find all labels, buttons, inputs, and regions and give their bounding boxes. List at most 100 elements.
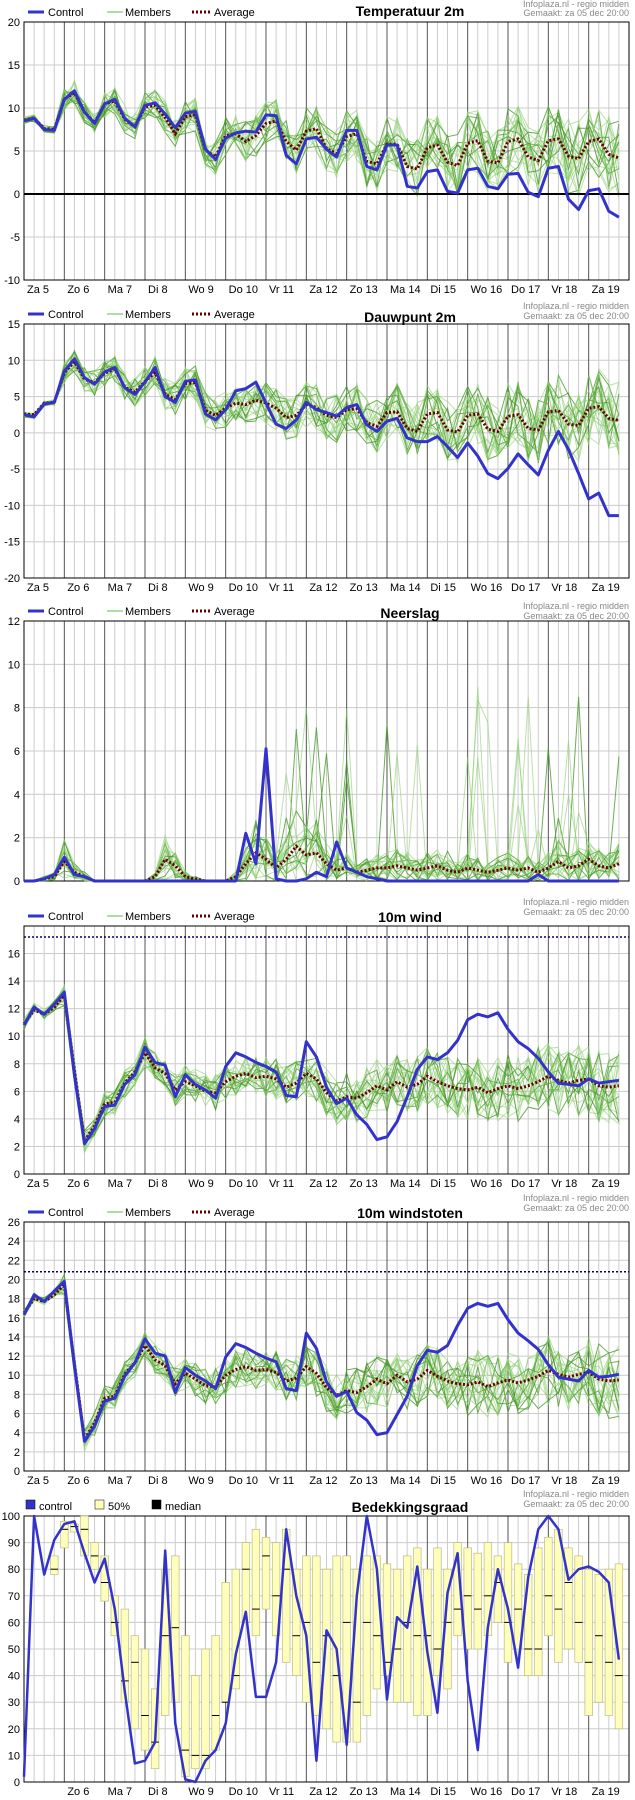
y-tick-label: 2 [14,833,20,845]
day-label: Zo 6 [67,1475,89,1487]
chart-4: 0 2 4 6 8 10 12 14 16 Za 5 Zo 6 Ma 7 Di 8 Wo 9 Do 10 Vr… [8,897,630,1190]
plot-frame [23,925,630,1175]
box [60,1520,69,1549]
day-label: Vr 18 [551,284,577,296]
day-label: Ma 14 [390,1178,421,1190]
control-series-line [22,1279,620,1443]
day-label: Zo 13 [350,1475,378,1487]
day-label: Za 5 [27,284,49,296]
day-label: Do 17 [511,284,540,296]
legend-average-label: Average [214,309,255,321]
legend-members-label: Members [125,7,171,19]
site-credit: Infoplaza.nl - regio midden [523,301,629,311]
legend-median-swatch [151,1499,162,1510]
box [302,1555,311,1703]
box [251,1528,261,1637]
legend-control-label: Control [48,911,83,923]
chart-2: -20 -15 -10 -5 0 5 10 15 Za 5 Zo 6 Ma 7 Di 8 Wo 9 Do … [4,301,630,594]
legend-control-label: control [39,1501,72,1513]
day-label: Za 12 [309,1786,337,1798]
member-line [23,89,620,197]
day-label: Za 12 [309,582,337,594]
y-tick-label: 12 [8,1351,20,1363]
legend-members-label: Members [125,309,171,321]
day-label: Zo 13 [350,1178,378,1190]
day-label: Wo 9 [188,1178,213,1190]
box [312,1555,321,1716]
site-credit: Infoplaza.nl - regio midden [523,1489,629,1499]
legend-average-label: Average [214,911,255,923]
day-label: Ma 14 [390,1786,421,1798]
day-label: Wo 9 [188,284,213,296]
y-tick-label: 8 [14,1059,20,1071]
day-label: Wo 16 [471,1786,503,1798]
day-label: Di 8 [148,1178,168,1190]
y-tick-label: 5 [14,146,20,158]
day-label: Ma 14 [390,1475,421,1487]
day-label: Ma 7 [108,1178,132,1190]
y-tick-label: -10 [4,500,20,512]
box [473,1552,482,1650]
legend-box-swatch [94,1499,105,1510]
made-stamp: Gemaakt: za 05 dec 20:00 [523,907,629,917]
day-label: Wo 16 [471,1475,503,1487]
day-label: Za 19 [592,284,620,296]
day-label: Ma 14 [390,284,421,296]
day-label: Za 19 [592,1786,620,1798]
legend-average-label: Average [214,7,255,19]
day-label: Do 10 [229,1786,258,1798]
day-label: Za 19 [592,1178,620,1190]
box [140,1648,150,1751]
box [584,1568,593,1716]
y-tick-label: 0 [14,428,20,440]
day-label: Zo 6 [67,582,89,594]
y-tick-label: 24 [8,1236,20,1248]
y-tick-label: 20 [8,1724,20,1736]
y-tick-label: -20 [4,573,20,585]
day-label: Vr 18 [551,1178,577,1190]
y-tick-label: 8 [14,703,20,715]
day-label: Vr 11 [269,1178,294,1190]
box [564,1547,573,1650]
box [574,1555,583,1663]
y-tick-label: 10 [8,1031,20,1043]
plot-frame [23,1221,630,1472]
site-credit: Infoplaza.nl - regio midden [523,0,629,9]
day-label: Zo 13 [350,284,378,296]
y-tick-label: 10 [8,355,20,367]
y-tick-label: 60 [8,1617,20,1629]
day-label: Vr 11 [269,1475,294,1487]
day-label: Wo 9 [188,582,213,594]
legend-control-swatch [25,1499,36,1510]
y-tick-label: 18 [8,1294,20,1306]
y-tick-label: 10 [8,103,20,115]
y-tick-label: 14 [8,1332,20,1344]
made-stamp: Gemaakt: za 05 dec 20:00 [523,311,629,321]
y-tick-label: 16 [8,1313,20,1325]
chart-title: Bedekkingsgraad [352,1499,469,1515]
y-tick-label: 20 [8,17,20,29]
day-label: Di 8 [148,1475,168,1487]
day-label: Za 5 [27,1178,49,1190]
day-label: Za 5 [27,1475,49,1487]
made-stamp: Gemaakt: za 05 dec 20:00 [523,1499,629,1509]
box [604,1568,614,1716]
member-line [23,1293,619,1454]
member-line [23,88,620,198]
plot-frame [23,620,630,882]
y-tick-label: 10 [8,659,20,671]
box [211,1635,220,1751]
y-tick-label: 12 [8,616,20,628]
y-tick-label: 5 [14,392,20,404]
box [513,1563,523,1650]
day-label: Do 10 [229,582,258,594]
legend-average-label: Average [214,606,255,618]
y-tick-label: 14 [8,976,20,988]
day-label: Wo 16 [471,1178,503,1190]
day-label: Ma 7 [108,284,132,296]
chart-6: 0 10 20 30 40 50 60 70 80 90 100 Zo 6 Ma 7 Di 8 Wo 9 Do… [2,1489,630,1798]
member-line [23,360,620,463]
day-label: Za 19 [592,1475,620,1487]
